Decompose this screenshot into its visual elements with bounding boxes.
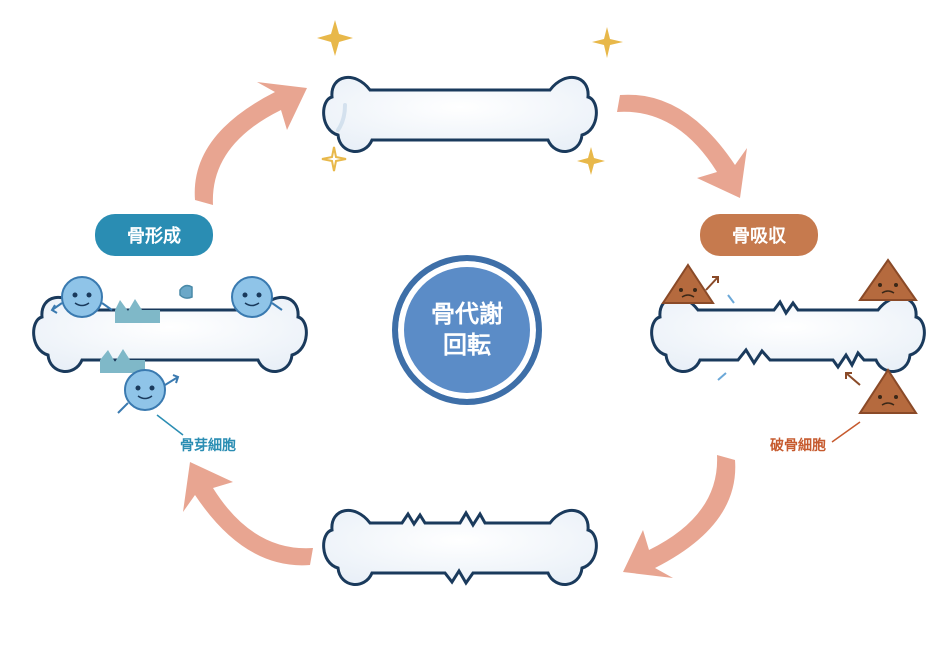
- center-text: 骨代謝回転: [431, 299, 503, 361]
- label-formation: 骨形成: [95, 214, 213, 256]
- center-circle: 骨代謝回転: [392, 255, 542, 405]
- cycle-arrow: [165, 440, 325, 590]
- cycle-arrow: [165, 70, 325, 220]
- cycle-arrow: [605, 440, 765, 590]
- osteoclast-label: 破骨細胞: [770, 435, 826, 455]
- bone-top-healthy: [310, 35, 610, 205]
- sparkle-icon: [575, 145, 607, 177]
- bone-right-resorption: [638, 255, 934, 445]
- bone-bottom-damaged: [310, 478, 610, 628]
- sparkle-icon: [315, 18, 355, 58]
- osteoblast-icon: [118, 370, 178, 413]
- osteoclast-icon: [846, 370, 916, 413]
- label-connector: [155, 413, 195, 443]
- osteoclast-icon: [663, 265, 718, 303]
- label-resorption: 骨吸収: [700, 214, 818, 256]
- cycle-arrow: [605, 70, 765, 220]
- osteoclast-icon: [860, 260, 916, 300]
- sparkle-icon: [590, 25, 625, 60]
- label-connector: [830, 420, 880, 450]
